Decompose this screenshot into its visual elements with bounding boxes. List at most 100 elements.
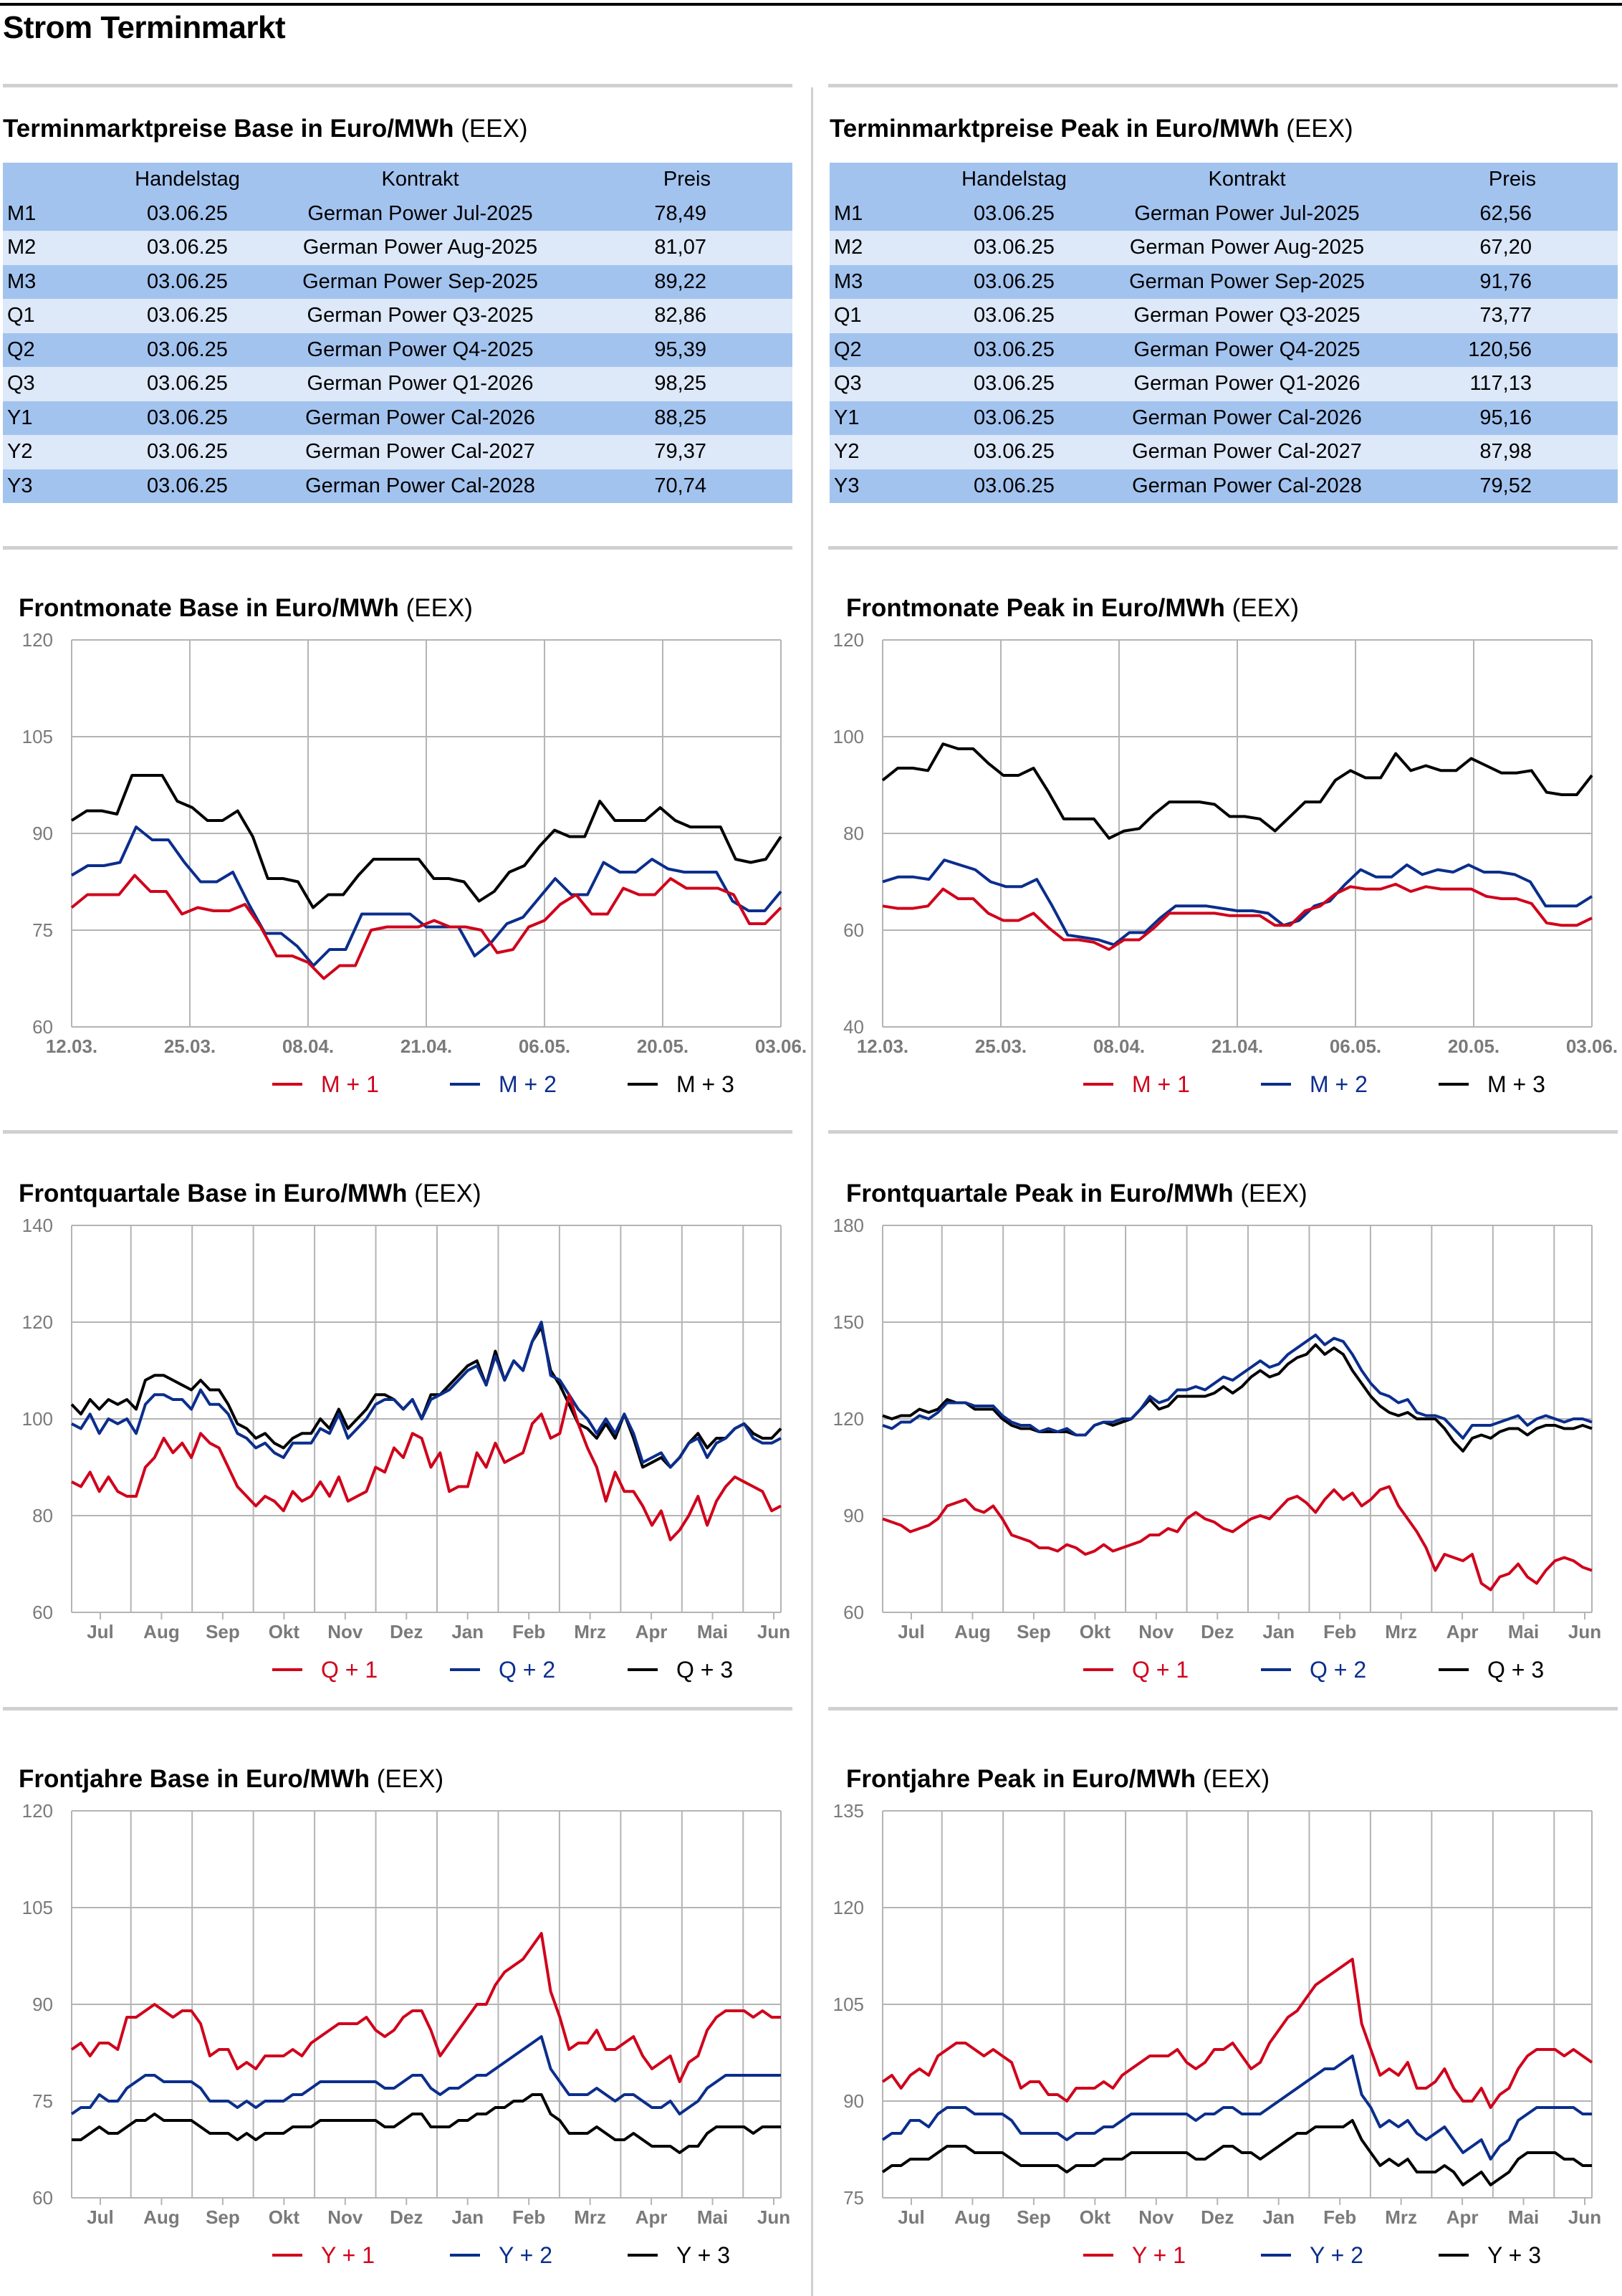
cell-contract: German Power Q3-2025 [307,304,534,327]
x-tick-label: 21.04. [1211,1035,1263,1057]
chart-title-frontjahre-peak: Frontjahre Peak in Euro/MWh (EEX) [846,1765,1270,1793]
table-row: Q1 03.06.25 German Power Q3-2025 73,77 [830,299,1618,333]
cell-price: 98,25 [654,372,706,396]
separator-left-1 [3,84,792,87]
chart-title-frontjahre-base: Frontjahre Base in Euro/MWh (EEX) [19,1765,444,1793]
cell-price: 88,25 [654,406,706,429]
cell-row-label: Y2 [834,440,860,464]
column-header-trading-day: Handelstag [961,168,1067,191]
x-tick-label: Jan [451,1621,484,1642]
x-tick-label: Mrz [574,2206,606,2228]
cell-row-label: Q2 [834,338,862,361]
y-tick-label: 60 [843,919,864,941]
cell-trading-day: 03.06.25 [147,201,228,225]
y-tick-label: 75 [32,919,53,941]
chart-title-frontmonate-peak: Frontmonate Peak in Euro/MWh (EEX) [846,594,1299,622]
cell-row-label: Q1 [7,304,35,327]
x-tick-label: Dez [1201,1621,1234,1642]
y-tick-label: 120 [22,1311,53,1333]
y-tick-label: 90 [843,1505,864,1526]
x-tick-label: Mai [697,1621,728,1642]
table-row: Q1 03.06.25 German Power Q3-2025 82,86 [3,299,792,333]
x-tick-label: Jun [757,1621,790,1642]
x-tick-label: Nov [327,1621,363,1642]
cell-trading-day: 03.06.25 [974,236,1055,259]
x-tick-label: Dez [1201,2206,1234,2228]
legend-label: M + 2 [1310,1071,1368,1097]
x-tick-label: Mrz [1385,2206,1417,2228]
table-row: Q2 03.06.25 German Power Q4-2025 120,56 [830,333,1618,367]
column-divider [811,87,813,2296]
table-row: Q2 03.06.25 German Power Q4-2025 95,39 [3,333,792,367]
y-tick-label: 150 [833,1311,864,1333]
cell-contract: German Power Cal-2027 [1132,440,1362,464]
y-tick-label: 105 [22,1897,53,1918]
separator-left-3 [3,1130,792,1134]
cell-price: 95,16 [1479,406,1532,429]
y-tick-label: 140 [22,1215,53,1236]
x-tick-label: Nov [1138,2206,1174,2228]
y-tick-label: 120 [833,1408,864,1430]
x-tick-label: 12.03. [857,1035,908,1057]
page-title: Strom Terminmarkt [3,10,286,45]
cell-price: 87,98 [1479,440,1532,464]
cell-contract: German Power Sep-2025 [1129,269,1365,293]
x-tick-label: Aug [954,1621,991,1642]
x-tick-label: Jul [87,1621,114,1642]
y-tick-label: 120 [22,629,53,651]
cell-row-label: M3 [834,269,863,293]
x-tick-label: Okt [1080,2206,1111,2228]
cell-trading-day: 03.06.25 [974,406,1055,429]
chart-frontquartale-peak: 180 150 120 90 60 Jul Aug Sep Okt Nov Dez Jan Feb Mrz… [833,1215,1602,1683]
cell-contract: German Power Sep-2025 [302,269,538,293]
chart-title-frontmonate-base: Frontmonate Base in Euro/MWh (EEX) [19,594,473,622]
cell-row-label: Y2 [7,440,33,464]
y-tick-label: 135 [833,1800,864,1822]
y-tick-label: 100 [833,726,864,747]
series-line-2 [71,1321,782,1469]
series-line-1 [882,882,1593,951]
legend-label: Q + 3 [1487,1657,1544,1683]
cell-contract: German Power Jul-2025 [307,201,533,225]
cell-trading-day: 03.06.25 [147,372,228,396]
separator-left-2 [3,546,792,550]
chart-title-frontquartale-peak: Frontquartale Peak in Euro/MWh (EEX) [846,1180,1307,1207]
y-tick-label: 100 [22,1408,53,1430]
table-row: M2 03.06.25 German Power Aug-2025 67,20 [830,231,1618,265]
series-line-1 [882,1485,1593,1592]
cell-contract: German Power Aug-2025 [1129,236,1365,259]
x-tick-label: Okt [269,1621,300,1642]
x-tick-label: Jun [1568,2206,1601,2228]
x-tick-label: Mai [1508,1621,1539,1642]
table-row: M1 03.06.25 German Power Jul-2025 62,56 [830,196,1618,231]
x-tick-label: 20.05. [1448,1035,1499,1057]
x-tick-label: Aug [143,1621,180,1642]
cell-row-label: Y1 [834,406,860,429]
x-tick-label: Mrz [574,1621,606,1642]
cell-row-label: Q3 [7,372,35,396]
y-tick-label: 80 [32,1505,53,1526]
x-tick-label: Okt [269,2206,300,2228]
cell-price: 89,22 [654,269,706,293]
x-tick-label: Sep [206,1621,240,1642]
cell-row-label: Q1 [834,304,862,327]
cell-price: 79,37 [654,440,706,464]
cell-contract: German Power Cal-2027 [305,440,535,464]
series-line-3 [881,2119,1592,2186]
cell-price: 62,56 [1479,201,1532,225]
cell-contract: German Power Cal-2026 [305,406,535,429]
y-tick-label: 105 [22,726,53,747]
x-tick-label: 03.06. [1566,1035,1618,1057]
chart-frontjahre-peak: 135 120 105 90 75 Jul Aug Sep Okt Nov Dez Jan Feb Mrz… [833,1800,1602,2268]
y-tick-label: 75 [32,2090,53,2112]
cell-contract: German Power Aug-2025 [302,236,538,259]
table-row: Y3 03.06.25 German Power Cal-2028 79,52 [830,469,1618,503]
cell-contract: German Power Jul-2025 [1134,201,1360,225]
cell-price: 120,56 [1468,338,1532,361]
cell-trading-day: 03.06.25 [147,269,228,293]
column-header-row-label [3,163,96,197]
legend-label: Y + 3 [1487,2242,1541,2268]
separator-right-3 [828,1130,1618,1134]
series-line-1 [881,1958,1593,2109]
cell-trading-day: 03.06.25 [974,474,1055,497]
